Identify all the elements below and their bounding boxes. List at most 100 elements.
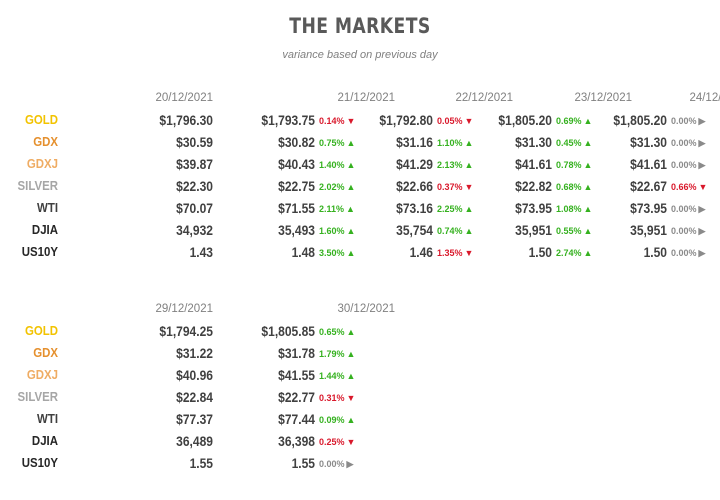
cell-value: 36,398 (278, 433, 315, 449)
date-header: 30/12/2021 (337, 303, 395, 315)
change-flat: 0.00% ▶ (319, 459, 353, 470)
cell-value: 1.43 (189, 244, 213, 260)
change-up: 1.10% ▲ (437, 138, 473, 148)
up-arrow-icon: ▲ (464, 138, 474, 148)
down-arrow-icon: ▼ (464, 248, 474, 258)
change-pct: 0.68% (556, 182, 582, 192)
cell-value: $70.07 (176, 200, 213, 216)
change-down: 0.66% ▼ (671, 182, 707, 192)
date-header: 24/12/2021 (689, 92, 720, 104)
up-arrow-icon: ▲ (346, 160, 356, 170)
cell-value: 1.46 (409, 244, 433, 260)
up-arrow-icon: ▲ (346, 349, 356, 359)
change-up: 0.65% ▲ (319, 327, 355, 337)
cell-value: 1.48 (291, 244, 315, 260)
date-header: 23/12/2021 (574, 92, 632, 104)
change-pct: 0.00% (671, 248, 697, 258)
cell-value: 35,754 (396, 222, 433, 238)
date-header: 29/12/2021 (155, 303, 213, 315)
change-up: 2.13% ▲ (437, 160, 473, 170)
change-up: 2.11% ▲ (319, 204, 355, 214)
change-pct: 2.02% (319, 182, 345, 192)
cell-value: $22.82 (515, 178, 552, 194)
change-pct: 3.50% (319, 248, 345, 258)
row-label-djia: DJIA (31, 222, 58, 237)
change-up: 2.25% ▲ (437, 204, 473, 214)
change-flat: 0.00% ▶ (671, 248, 705, 259)
right-arrow-icon: ▶ (346, 459, 354, 469)
cell-value: 1.55 (291, 455, 315, 471)
change-pct: 0.09% (319, 415, 345, 425)
down-arrow-icon: ▼ (698, 182, 708, 192)
change-up: 2.74% ▲ (556, 248, 592, 258)
cell-value: $31.30 (515, 134, 552, 150)
cell-value: $30.59 (176, 134, 213, 150)
change-pct: 2.11% (319, 204, 345, 214)
change-up: 0.09% ▲ (319, 415, 355, 425)
cell-value: 36,489 (176, 433, 213, 449)
up-arrow-icon: ▲ (583, 116, 593, 126)
change-pct: 1.08% (556, 204, 582, 214)
cell-value: $1,796.30 (159, 112, 213, 128)
cell-value: 35,951 (515, 222, 552, 238)
down-arrow-icon: ▼ (464, 116, 474, 126)
up-arrow-icon: ▲ (346, 415, 356, 425)
row-label-gdx: GDX (33, 134, 58, 149)
change-pct: 0.00% (671, 138, 697, 148)
cell-value: $39.87 (176, 156, 213, 172)
cell-value: $30.82 (278, 134, 315, 150)
change-pct: 0.00% (319, 459, 345, 469)
right-arrow-icon: ▶ (698, 248, 706, 258)
cell-value: 35,493 (278, 222, 315, 238)
change-down: 0.37% ▼ (437, 182, 473, 192)
cell-value: $71.55 (278, 200, 315, 216)
change-pct: 0.65% (319, 327, 345, 337)
cell-value: $22.30 (176, 178, 213, 194)
cell-value: $31.16 (396, 134, 433, 150)
right-arrow-icon: ▶ (698, 138, 706, 148)
up-arrow-icon: ▲ (346, 371, 356, 381)
row-label-wti: WTI (37, 411, 58, 426)
right-arrow-icon: ▶ (698, 160, 706, 170)
row-label-silver: SILVER (17, 389, 58, 404)
change-up: 0.75% ▲ (319, 138, 355, 148)
change-flat: 0.00% ▶ (671, 116, 705, 127)
cell-value: $73.95 (515, 200, 552, 216)
up-arrow-icon: ▲ (583, 182, 593, 192)
cell-value: $1,805.20 (498, 112, 552, 128)
row-label-gold: GOLD (24, 112, 59, 127)
cell-value: $40.96 (176, 367, 213, 383)
change-pct: 2.13% (437, 160, 463, 170)
up-arrow-icon: ▲ (346, 138, 356, 148)
change-pct: 0.75% (319, 138, 345, 148)
row-label-silver: SILVER (17, 178, 58, 193)
change-up: 0.55% ▲ (556, 226, 592, 236)
up-arrow-icon: ▲ (583, 160, 593, 170)
change-up: 1.60% ▲ (319, 226, 355, 236)
cell-value: $77.37 (176, 411, 213, 427)
change-pct: 1.44% (319, 371, 345, 381)
cell-value: $1,794.25 (159, 323, 213, 339)
cell-value: $31.78 (278, 345, 315, 361)
change-down: 0.05% ▼ (437, 116, 473, 126)
date-header: 20/12/2021 (155, 92, 213, 104)
date-header: 22/12/2021 (455, 92, 513, 104)
change-up: 3.50% ▲ (319, 248, 355, 258)
date-header: 21/12/2021 (337, 92, 395, 104)
change-pct: 1.60% (319, 226, 345, 236)
row-label-us10y: US10Y (21, 244, 59, 259)
up-arrow-icon: ▲ (346, 226, 356, 236)
change-flat: 0.00% ▶ (671, 160, 705, 171)
change-down: 0.31% ▼ (319, 393, 355, 403)
change-pct: 0.74% (437, 226, 463, 236)
change-pct: 1.79% (319, 349, 345, 359)
row-label-gold: GOLD (24, 323, 59, 338)
change-up: 1.08% ▲ (556, 204, 592, 214)
cell-value: $41.61 (515, 156, 552, 172)
change-pct: 0.31% (319, 393, 345, 403)
cell-value: $73.95 (630, 200, 667, 216)
up-arrow-icon: ▲ (583, 226, 593, 236)
change-pct: 0.00% (671, 204, 697, 214)
change-down: 0.25% ▼ (319, 437, 355, 447)
change-pct: 2.74% (556, 248, 582, 258)
